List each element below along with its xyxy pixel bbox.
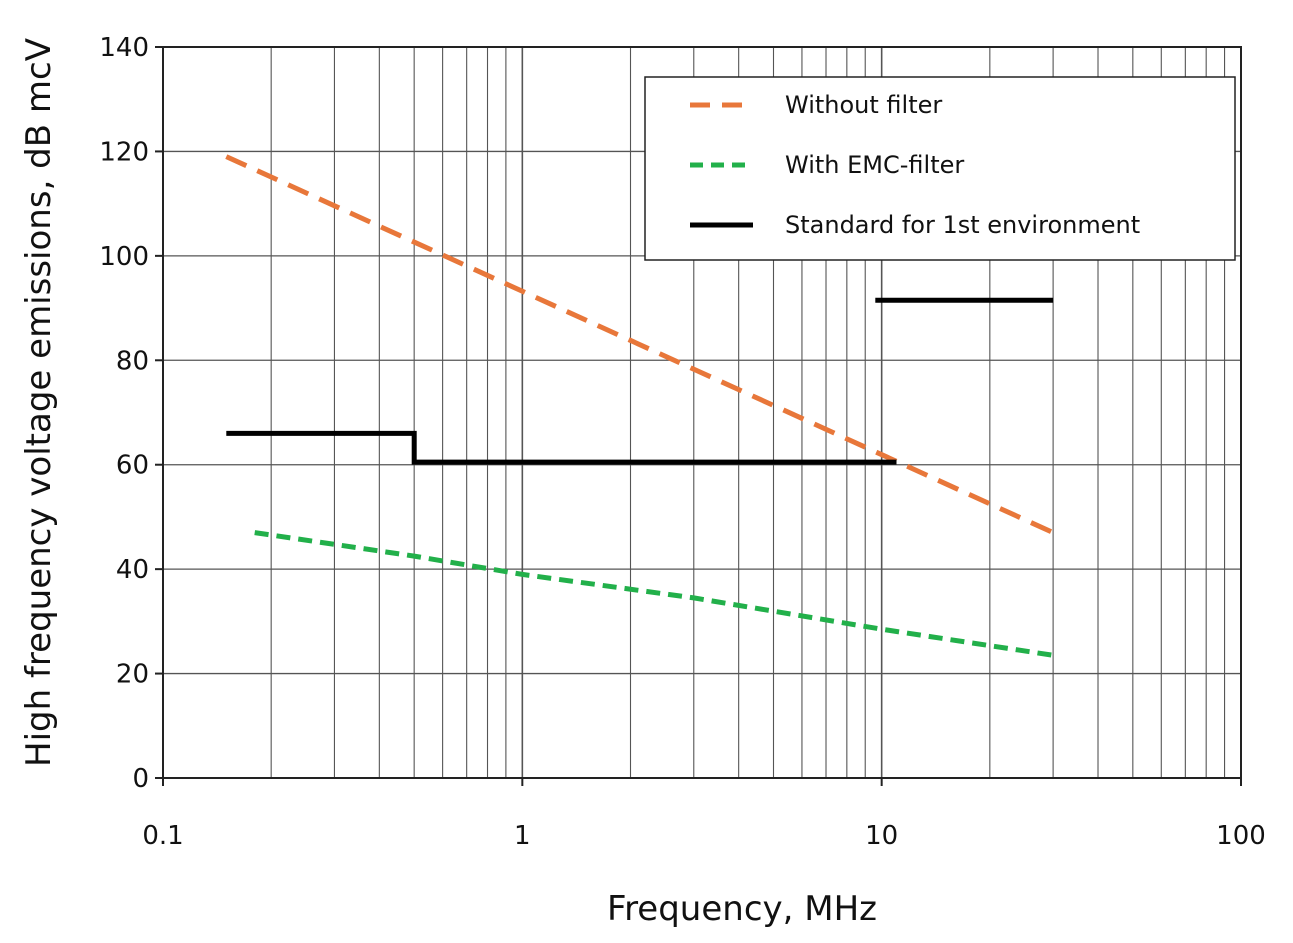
plot-frame xyxy=(162,46,1242,779)
y-tick-label: 120 xyxy=(99,137,149,167)
y-tick-label: 140 xyxy=(99,33,149,63)
series-standard-for-1st-environment xyxy=(226,297,1054,465)
y-tick-label: 0 xyxy=(132,764,149,794)
series-line-standard-for-1st-environment xyxy=(226,430,897,465)
series-line-with-emc-filter xyxy=(254,530,1054,658)
y-tick-label: 40 xyxy=(116,555,149,585)
series xyxy=(225,154,1055,658)
legend-box xyxy=(644,76,1236,261)
series-line-without-filter xyxy=(225,154,1055,535)
y-axis-title: High frequency voltage emissions, dB mcV xyxy=(19,38,59,767)
legend-label-without-filter: Without filter xyxy=(785,91,942,119)
y-tick-label: 20 xyxy=(116,660,149,690)
y-tick-label: 80 xyxy=(116,346,149,376)
x-tick-label: 0.1 xyxy=(142,821,183,851)
y-tick-label: 60 xyxy=(116,451,149,481)
series-with-emc-filter xyxy=(254,530,1054,658)
x-tick-label: 10 xyxy=(865,821,898,851)
x-axis-title: Frequency, MHz xyxy=(607,889,877,929)
series-without-filter xyxy=(225,154,1055,535)
legend-label-standard-for-1st-environment: Standard for 1st environment xyxy=(785,211,1140,239)
y-tick-label: 100 xyxy=(99,242,149,272)
legend: Without filter With EMC-filter Standard fo… xyxy=(644,76,1236,261)
tick-labels: 0 20 40 60 80 100 120 140 0.1 1 10 100 xyxy=(99,33,1265,851)
x-tick-label: 1 xyxy=(514,821,531,851)
legend-label-with-emc-filter: With EMC-filter xyxy=(785,151,964,179)
x-tick-label: 100 xyxy=(1216,821,1266,851)
